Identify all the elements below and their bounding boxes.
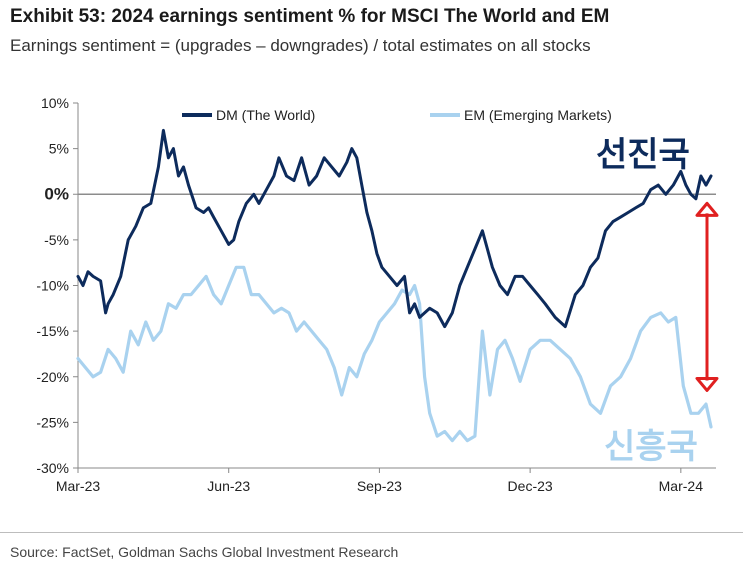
x-tick-label: Mar-24 bbox=[659, 478, 704, 494]
series-lines bbox=[76, 128, 713, 443]
footer-divider bbox=[0, 532, 743, 533]
x-tick-label: Sep-23 bbox=[357, 478, 402, 494]
axes: 10% 5% 0% -5% -10% -15% -20% -25% -30% Mar-23 Jun-… bbox=[36, 95, 716, 494]
y-tick-label: -15% bbox=[36, 323, 69, 339]
legend: DM (The World) EM (Emerging Markets) bbox=[182, 107, 612, 123]
x-tick-label: Mar-23 bbox=[56, 478, 101, 494]
y-tick-label: -10% bbox=[36, 278, 69, 294]
em-annotation-label: 신흥국 bbox=[604, 427, 698, 467]
dm-annotation-label: 선진국 bbox=[596, 135, 690, 175]
legend-label-dm: DM (The World) bbox=[216, 107, 315, 123]
y-tick-label: -30% bbox=[36, 460, 69, 476]
legend-label-em: EM (Emerging Markets) bbox=[464, 107, 612, 123]
source-note: Source: FactSet, Goldman Sachs Global In… bbox=[10, 544, 399, 560]
arrow-head-down bbox=[695, 376, 719, 392]
series-line-em bbox=[76, 265, 713, 443]
y-tick-label: 5% bbox=[49, 141, 69, 157]
series-line-dm bbox=[76, 128, 713, 329]
y-tick-label: 0% bbox=[44, 184, 69, 203]
red-arrow-annotation bbox=[695, 201, 719, 392]
y-tick-label: -20% bbox=[36, 369, 69, 385]
arrow-head-up bbox=[695, 201, 719, 217]
chart: 10% 5% 0% -5% -10% -15% -20% -25% -30% Mar-23 Jun-… bbox=[36, 95, 719, 494]
y-tick-label: -5% bbox=[44, 232, 69, 248]
x-tick-label: Jun-23 bbox=[207, 478, 250, 494]
y-tick-label: -25% bbox=[36, 414, 69, 430]
chart-subtitle: Earnings sentiment = (upgrades – downgra… bbox=[10, 36, 591, 55]
chart-title: Exhibit 53: 2024 earnings sentiment % fo… bbox=[10, 6, 610, 27]
y-tick-label: 10% bbox=[41, 95, 69, 111]
x-tick-label: Dec-23 bbox=[508, 478, 553, 494]
